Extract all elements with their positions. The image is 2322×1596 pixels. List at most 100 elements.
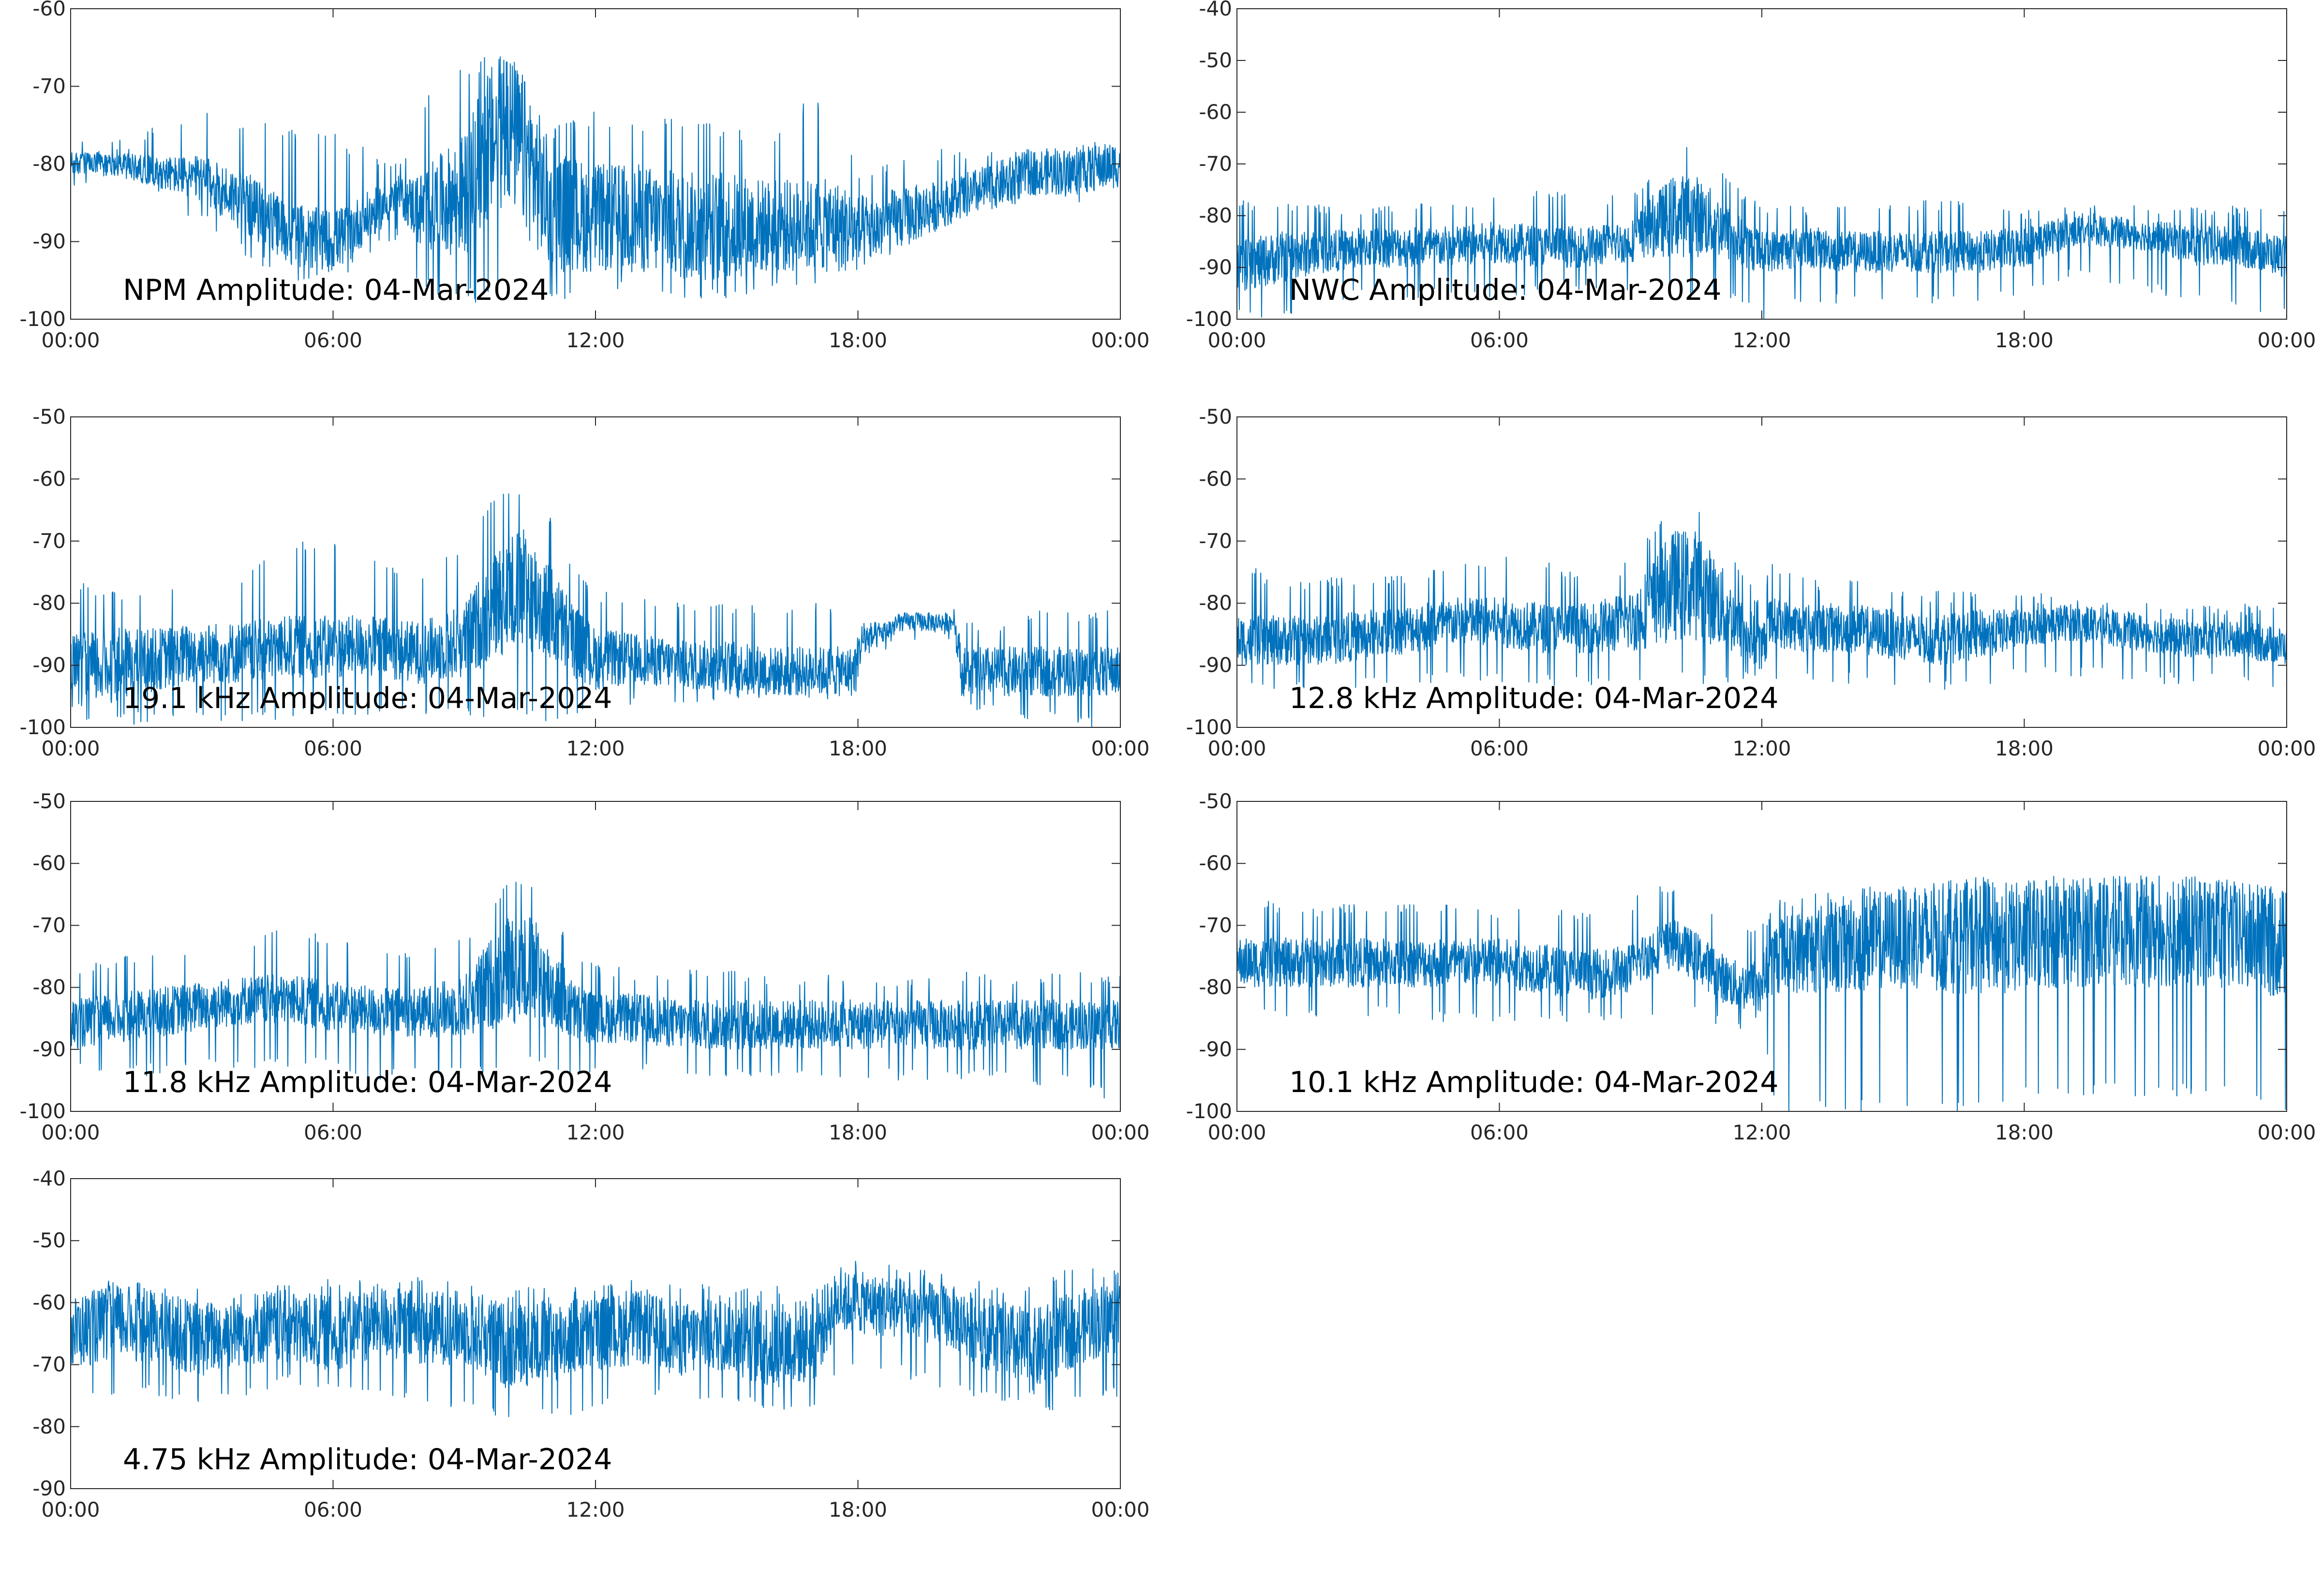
x-tick-label: 00:00 (1091, 1121, 1149, 1144)
y-tick-label: -90 (1199, 653, 1232, 677)
chart-panel: 00:00 06:00 12:00 18:00 00:00 -40 -50 -60 -70 -80… (1186, 0, 2316, 352)
amplitude-series-line (1237, 147, 2287, 319)
x-tick-label: 00:00 (41, 737, 100, 760)
y-tick-label: -100 (1186, 307, 1232, 331)
x-tick-label: 12:00 (1732, 328, 1791, 352)
x-tick-label: 00:00 (1091, 1498, 1149, 1522)
y-tick-label: -90 (32, 1037, 66, 1061)
y-tick-label: -80 (32, 591, 66, 615)
chart-panel: 00:00 06:00 12:00 18:00 00:00 -50 -60 -70 -80 -90… (1186, 405, 2316, 760)
x-tick-label: 06:00 (1470, 328, 1529, 352)
panels-group: 00:00 06:00 12:00 18:00 00:00 -60 -70 -80 -90 -10… (20, 0, 2316, 1522)
y-tick-label: -70 (1199, 529, 1232, 553)
x-tick-label: 00:00 (41, 328, 100, 352)
x-tick-label: 00:00 (1207, 1121, 1266, 1144)
y-tick-label: -70 (1199, 913, 1232, 937)
y-tick-label: -70 (1199, 152, 1232, 176)
x-tick-label: 00:00 (2257, 328, 2316, 352)
x-tick-label: 00:00 (1207, 328, 1266, 352)
x-tick-label: 06:00 (304, 1498, 362, 1522)
amplitude-series-line (71, 493, 1120, 727)
y-tick-label: -80 (1199, 975, 1232, 999)
x-tick-label: 12:00 (566, 1121, 625, 1144)
y-tick-label: -60 (32, 1290, 66, 1314)
amplitude-series-line (71, 882, 1120, 1099)
amplitude-series-line (71, 56, 1120, 303)
x-tick-label: 00:00 (41, 1498, 100, 1522)
chart-title: 4.75 kHz Amplitude: 04-Mar-2024 (123, 1443, 612, 1477)
y-tick-label: -40 (1199, 0, 1232, 20)
x-tick-label: 18:00 (1995, 1121, 2054, 1144)
y-tick-label: -50 (1199, 48, 1232, 72)
y-tick-label: -70 (32, 74, 66, 98)
chart-panel: 00:00 06:00 12:00 18:00 00:00 -50 -60 -70 -80 -90… (20, 405, 1150, 760)
y-tick-label: -50 (1199, 789, 1232, 813)
y-tick-label: -100 (20, 307, 66, 331)
x-tick-label: 12:00 (1732, 737, 1791, 760)
y-tick-label: -50 (32, 1228, 66, 1252)
y-tick-label: -50 (32, 789, 66, 813)
y-tick-label: -90 (1199, 1037, 1232, 1061)
amplitude-series-line (1237, 512, 2287, 690)
y-tick-label: -100 (1186, 1099, 1232, 1123)
x-tick-label: 18:00 (829, 737, 887, 760)
x-tick-label: 00:00 (1091, 737, 1149, 760)
chart-title: 10.1 kHz Amplitude: 04-Mar-2024 (1289, 1065, 1779, 1099)
x-tick-label: 18:00 (829, 1498, 887, 1522)
x-tick-label: 18:00 (1995, 328, 2054, 352)
y-tick-label: -100 (1186, 715, 1232, 739)
y-tick-label: -70 (32, 529, 66, 553)
x-tick-label: 00:00 (41, 1121, 100, 1144)
amplitude-series-line (1237, 875, 2287, 1111)
y-tick-label: -50 (32, 405, 66, 429)
y-tick-label: -100 (20, 1099, 66, 1123)
y-tick-label: -60 (32, 467, 66, 490)
y-tick-label: -80 (32, 152, 66, 176)
y-tick-label: -90 (32, 653, 66, 677)
y-tick-label: -90 (32, 1477, 66, 1500)
x-tick-label: 00:00 (2257, 1121, 2316, 1144)
y-tick-label: -70 (32, 1353, 66, 1376)
x-tick-label: 12:00 (566, 328, 625, 352)
x-tick-label: 06:00 (1470, 737, 1529, 760)
chart-panel: 00:00 06:00 12:00 18:00 00:00 -50 -60 -70 -80 -90… (1186, 789, 2316, 1144)
x-tick-label: 00:00 (1207, 737, 1266, 760)
x-tick-label: 12:00 (566, 737, 625, 760)
y-tick-label: -40 (32, 1167, 66, 1190)
y-tick-label: -60 (1199, 467, 1232, 490)
x-tick-label: 00:00 (1091, 328, 1149, 352)
y-tick-label: -80 (32, 975, 66, 999)
chart-title: NPM Amplitude: 04-Mar-2024 (123, 273, 549, 307)
chart-title: 12.8 kHz Amplitude: 04-Mar-2024 (1289, 681, 1779, 715)
y-tick-label: -100 (20, 715, 66, 739)
x-tick-label: 18:00 (829, 1121, 887, 1144)
chart-panel: 00:00 06:00 12:00 18:00 00:00 -50 -60 -70 -80 -90… (20, 789, 1150, 1144)
y-tick-label: -80 (32, 1415, 66, 1438)
x-tick-label: 12:00 (566, 1498, 625, 1522)
chart-panel: 00:00 06:00 12:00 18:00 00:00 -40 -50 -60 -70 -80… (32, 1167, 1149, 1522)
x-tick-label: 06:00 (304, 1121, 362, 1144)
x-tick-label: 06:00 (304, 737, 362, 760)
y-tick-label: -60 (1199, 851, 1232, 875)
x-tick-label: 18:00 (829, 328, 887, 352)
chart-title: 11.8 kHz Amplitude: 04-Mar-2024 (123, 1065, 612, 1099)
x-tick-label: 12:00 (1732, 1121, 1791, 1144)
y-tick-label: -70 (32, 913, 66, 937)
y-tick-label: -50 (1199, 405, 1232, 429)
chart-title: NWC Amplitude: 04-Mar-2024 (1289, 273, 1722, 307)
y-tick-label: -80 (1199, 204, 1232, 227)
chart-title: 19.1 kHz Amplitude: 04-Mar-2024 (123, 681, 612, 715)
chart-panel: 00:00 06:00 12:00 18:00 00:00 -60 -70 -80 -90 -10… (20, 0, 1150, 352)
x-tick-label: 18:00 (1995, 737, 2054, 760)
y-tick-label: -90 (1199, 255, 1232, 279)
y-tick-label: -60 (1199, 100, 1232, 124)
y-tick-label: -60 (32, 851, 66, 875)
x-tick-label: 06:00 (304, 328, 362, 352)
x-tick-label: 06:00 (1470, 1121, 1529, 1144)
y-tick-label: -90 (32, 230, 66, 253)
amplitude-series-line (71, 1260, 1120, 1418)
x-tick-label: 00:00 (2257, 737, 2316, 760)
y-tick-label: -80 (1199, 591, 1232, 615)
y-tick-label: -60 (32, 0, 66, 20)
